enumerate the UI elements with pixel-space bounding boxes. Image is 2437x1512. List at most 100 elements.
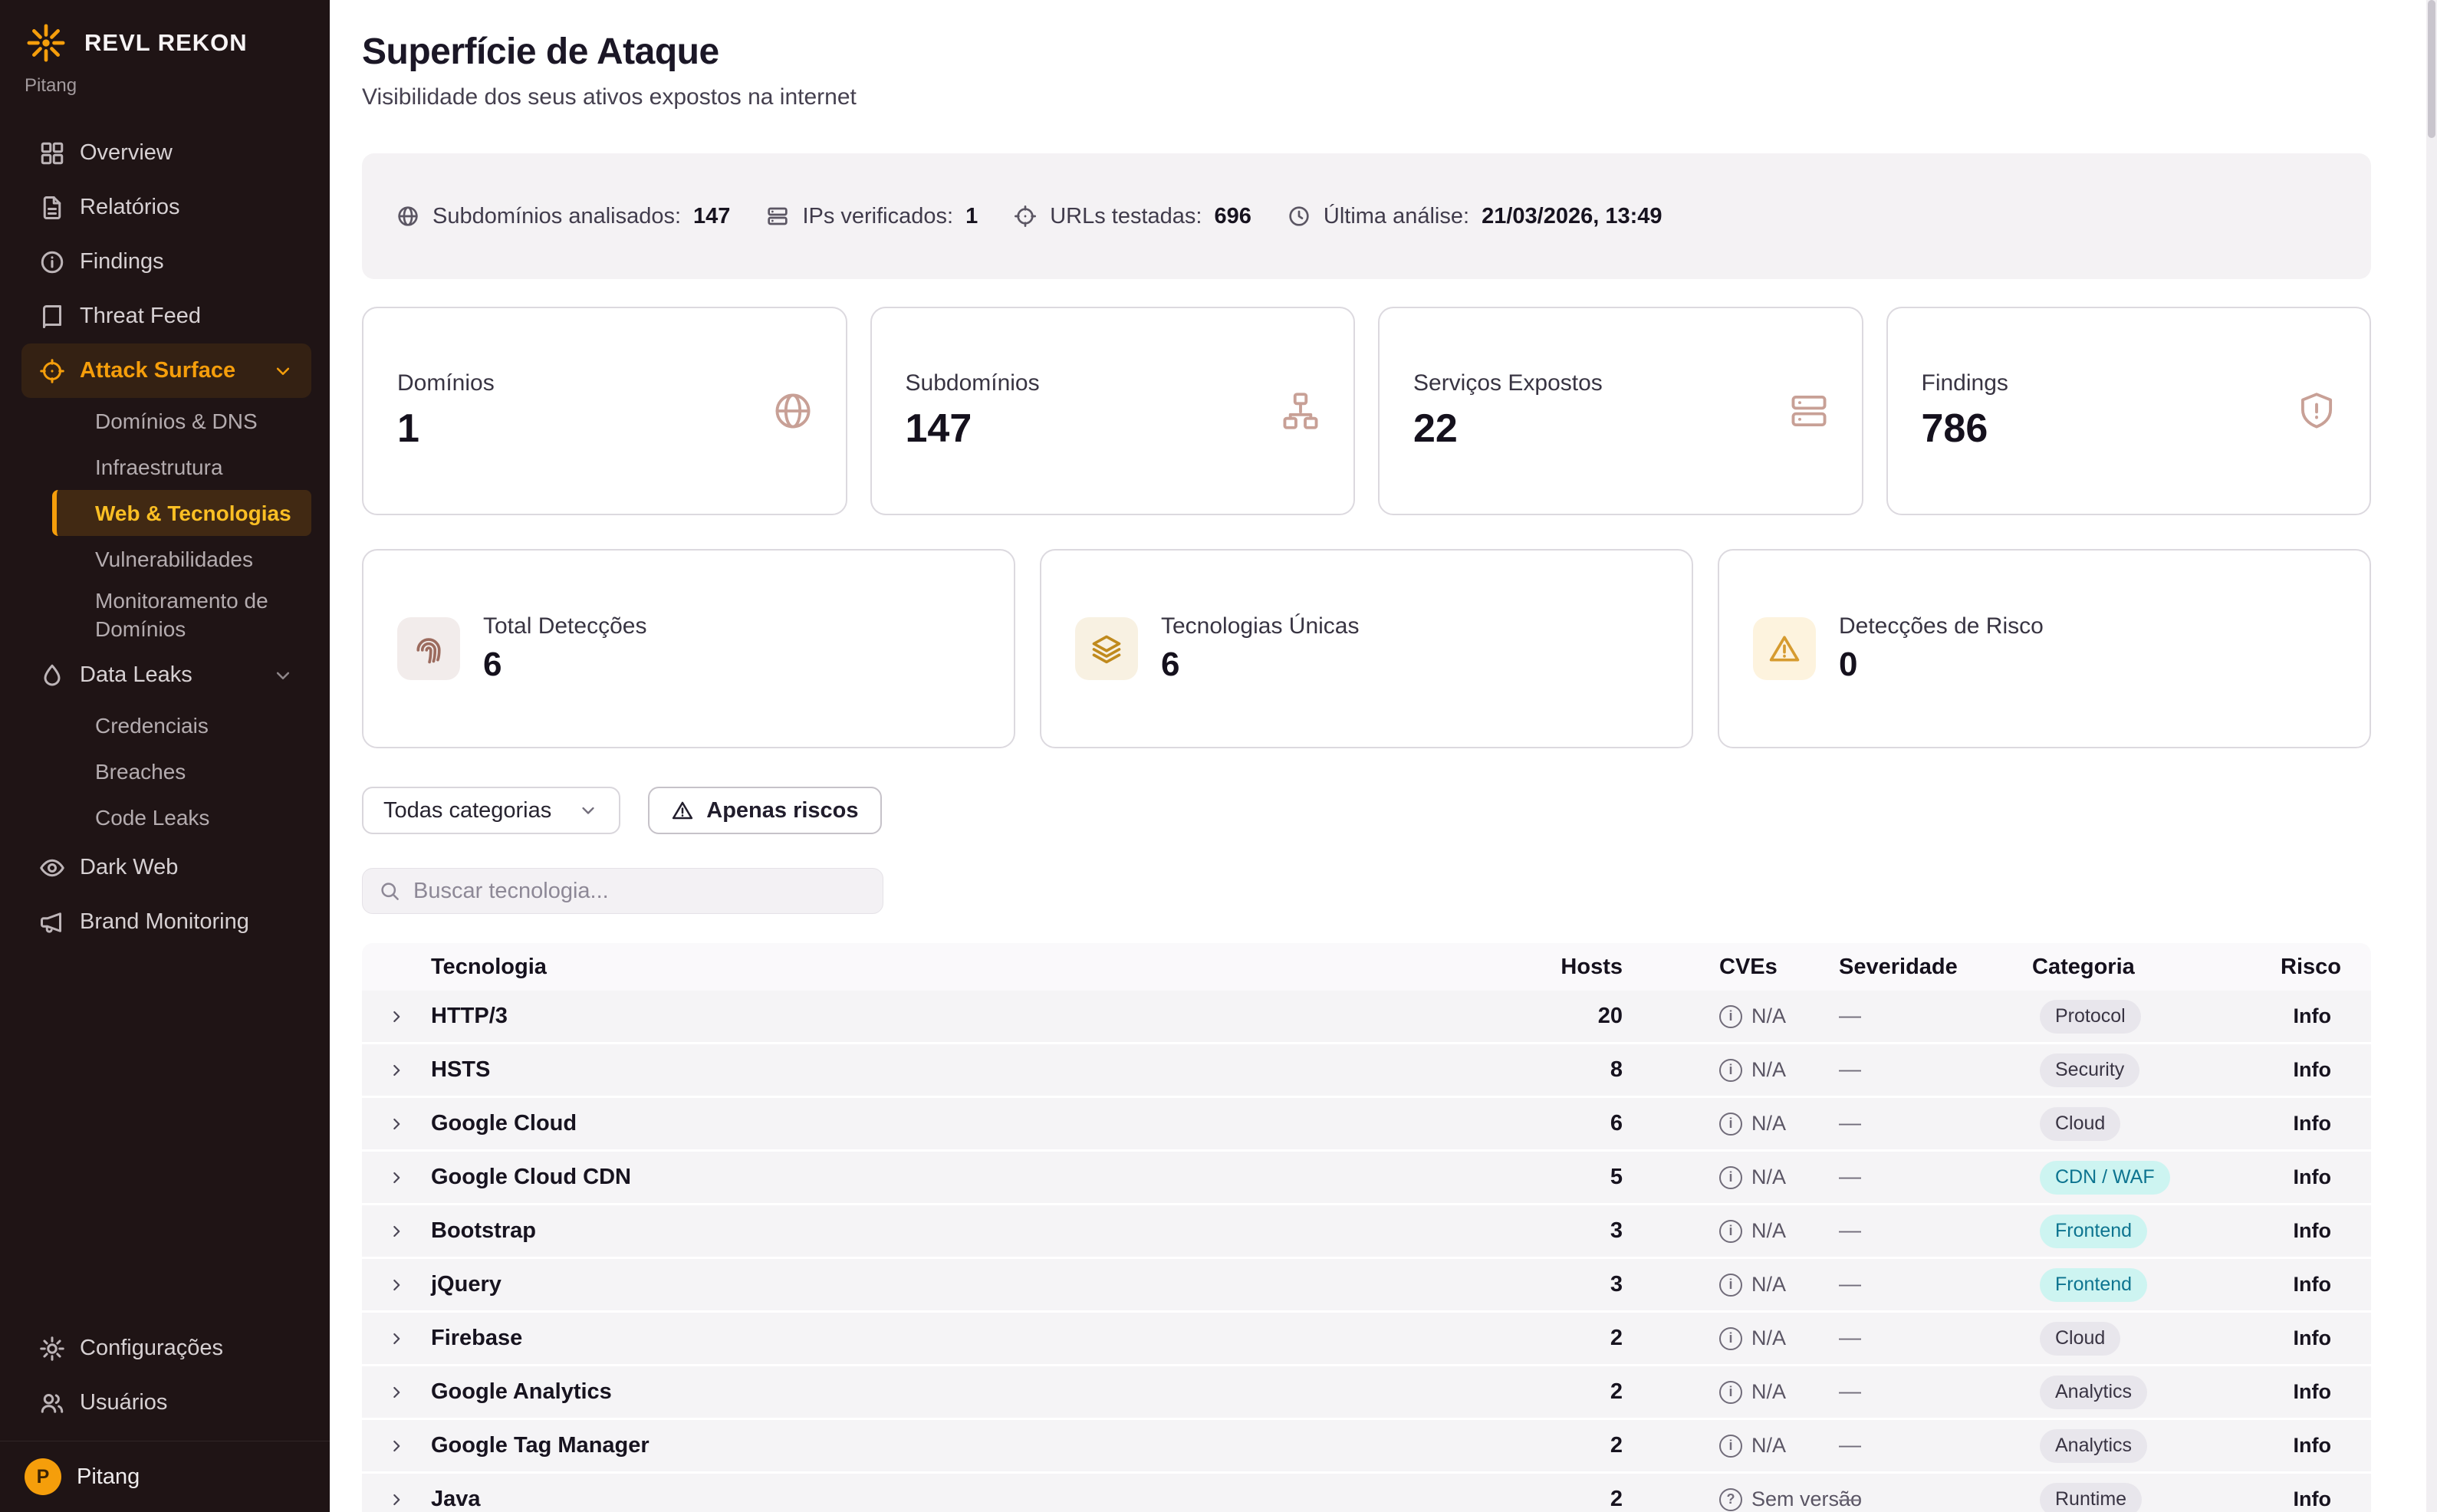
chevron-right-icon[interactable] [386,1060,406,1080]
chevron-down-icon [271,664,294,687]
sidebar-item-attack-surface[interactable]: Attack Surface [21,343,311,398]
droplet-icon [38,662,66,689]
page-scrollbar[interactable] [2426,0,2437,1512]
risk-cell: Info [2293,1434,2331,1457]
search-input[interactable] [412,877,867,905]
sidebar-item-dominios-dns[interactable]: Domínios & DNS [95,409,258,433]
sidebar-item-code-leaks[interactable]: Code Leaks [95,805,210,830]
sidebar-item-relatorios[interactable]: Relatórios [21,180,311,235]
cve-question-icon: ? [1719,1487,1742,1511]
scan-stats-bar: Subdomínios analisados: 147 IPs verifica… [362,153,2371,279]
layers-icon [1090,632,1123,666]
chevron-right-icon[interactable] [386,1168,406,1188]
chevron-right-icon[interactable] [386,1382,406,1402]
sidebar-item-web-tecnologias[interactable]: Web & Tecnologias [52,490,311,536]
cve-info-icon: i [1719,1058,1742,1082]
sidebar-item-overview[interactable]: Overview [21,126,311,180]
brand-logo-icon [25,21,67,64]
sidebar-nav: Overview Relatórios Findings Threat Feed… [0,126,330,949]
sidebar-item-infraestrutura[interactable]: Infraestrutura [95,455,223,479]
sidebar-item-threat-feed[interactable]: Threat Feed [21,289,311,343]
severity-cell: — [1839,1004,1861,1028]
stat-subdomains-analyzed: Subdomínios analisados: 147 [396,204,730,229]
hosts-count: 6 [1610,1111,1623,1136]
category-badge: CDN / WAF [2040,1160,2170,1195]
table-header: Tecnologia Hosts CVEs Severidade Categor… [362,943,2371,991]
technology-search [362,868,883,914]
category-dropdown[interactable]: Todas categorias [362,787,621,834]
table-row[interactable]: Java 2 ? Sem versão — Runtime Info [362,1474,2371,1512]
card-subdominios: Subdomínios 147 [870,307,1355,515]
stat-last-analysis: Última análise: 21/03/2026, 13:49 [1287,204,1662,229]
category-cell: Runtime [2032,1482,2281,1512]
category-cell: Frontend [2032,1267,2281,1302]
table-row[interactable]: Google Cloud CDN 5 i N/A — CDN / WAF Info [362,1152,2371,1205]
risk-cell: Info [2293,1165,2331,1188]
table-row[interactable]: HSTS 8 i N/A — Security Info [362,1044,2371,1098]
table-row[interactable]: Google Tag Manager 2 i N/A — Analytics In… [362,1420,2371,1474]
sidebar-item-breaches[interactable]: Breaches [95,759,186,784]
stat-ips-verified: IPs verificados: 1 [765,204,978,229]
cves-cell: i N/A [1635,1326,1839,1350]
sidebar-item-configuracoes[interactable]: Configurações [21,1321,311,1376]
sidebar-item-findings[interactable]: Findings [21,235,311,289]
scrollbar-thumb[interactable] [2428,0,2435,138]
cve-info-icon: i [1719,1112,1742,1136]
table-row[interactable]: Google Analytics 2 i N/A — Analytics Info [362,1366,2371,1420]
brand-org: Pitang [25,75,77,96]
eye-icon [38,854,66,882]
sidebar-item-credenciais[interactable]: Credenciais [95,713,209,738]
current-user-row[interactable]: P Pitang [0,1441,330,1512]
chevron-right-icon[interactable] [386,1275,406,1295]
globe-icon [771,389,815,433]
sidebar-item-vulnerabilidades[interactable]: Vulnerabilidades [95,547,253,571]
chevron-right-icon[interactable] [386,1436,406,1456]
warning-icon [671,799,694,822]
sitemap-icon [1278,389,1323,433]
cve-info-icon: i [1719,1273,1742,1297]
table-row[interactable]: HTTP/3 20 i N/A — Protocol Info [362,991,2371,1044]
category-badge: Frontend [2040,1267,2148,1302]
sidebar-item-brand-monitoring[interactable]: Brand Monitoring [21,895,311,949]
category-badge: Protocol [2040,999,2141,1034]
table-row[interactable]: Bootstrap 3 i N/A — Frontend Info [362,1205,2371,1259]
server-icon [765,204,790,228]
only-risks-button[interactable]: Apenas riscos [648,787,882,834]
chevron-right-icon[interactable] [386,1221,406,1241]
chevron-right-icon[interactable] [386,1329,406,1349]
risk-cell: Info [2293,1004,2331,1027]
hosts-count: 2 [1610,1487,1623,1511]
category-cell: Security [2032,1053,2281,1087]
technology-name: Bootstrap [431,1218,536,1243]
cve-info-icon: i [1719,1165,1742,1189]
brand-block: REVL REKON Pitang [0,0,330,97]
chevron-right-icon[interactable] [386,1114,406,1134]
sidebar-item-data-leaks[interactable]: Data Leaks [21,648,311,702]
hosts-count: 2 [1610,1326,1623,1350]
technology-name: HSTS [431,1057,491,1082]
sidebar-item-dark-web[interactable]: Dark Web [21,840,311,895]
server-icon [1787,389,1831,433]
chevron-down-icon [271,360,294,383]
chevron-right-icon[interactable] [386,1490,406,1510]
table-row[interactable]: Google Cloud 6 i N/A — Cloud Info [362,1098,2371,1152]
category-cell: Protocol [2032,999,2281,1034]
category-badge: Frontend [2040,1214,2148,1248]
risk-cell: Info [2293,1112,2331,1135]
book-icon [38,303,66,330]
category-cell: Analytics [2032,1375,2281,1409]
cves-cell: i N/A [1635,1219,1839,1243]
sidebar-item-usuarios[interactable]: Usuários [21,1376,311,1430]
severity-cell: — [1839,1379,1861,1404]
table-row[interactable]: jQuery 3 i N/A — Frontend Info [362,1259,2371,1313]
category-badge: Analytics [2040,1428,2148,1463]
filter-row: Todas categorias Apenas riscos [362,787,2371,834]
technology-name: Firebase [431,1326,523,1350]
card-servicos-expostos: Serviços Expostos 22 [1378,307,1863,515]
table-row[interactable]: Firebase 2 i N/A — Cloud Info [362,1313,2371,1366]
sidebar-item-monitoramento-dominios[interactable]: Monitoramento de Domínios [95,589,268,641]
category-cell: Cloud [2032,1321,2281,1356]
sidebar: REVL REKON Pitang Overview Relatórios Fi… [0,0,330,1512]
cve-info-icon: i [1719,1004,1742,1028]
chevron-right-icon[interactable] [386,1007,406,1027]
